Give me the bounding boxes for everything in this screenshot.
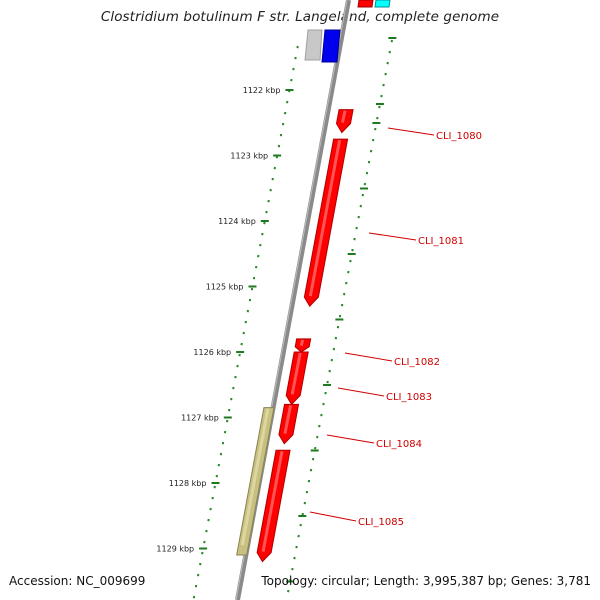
gene-arrow xyxy=(278,403,300,445)
tick-label: 1129 kbp xyxy=(156,545,194,554)
partial-features xyxy=(304,0,391,63)
gene-arrow xyxy=(335,109,354,134)
gene-label: CLI_1085 xyxy=(358,517,404,528)
gene-highlight xyxy=(240,408,270,546)
gene-features xyxy=(236,109,354,563)
ruler-inner-dots xyxy=(287,39,393,593)
gene-label: CLI_1083 xyxy=(386,392,432,403)
partial-gene-red xyxy=(357,0,374,8)
gene-label-leader xyxy=(337,387,385,397)
gene-label: CLI_1080 xyxy=(436,131,482,142)
gene-arrow xyxy=(303,138,349,307)
gene-labels: CLI_1080 CLI_1081 CLI_1082 CLI_1083 CLI_1084… xyxy=(309,127,482,528)
gene-highlight xyxy=(299,339,305,347)
gene-label-leader xyxy=(309,511,357,522)
gene-label-leader xyxy=(368,232,417,241)
partial-gene-cyan xyxy=(374,0,391,8)
gene-highlight xyxy=(261,450,284,552)
gene-highlight xyxy=(290,352,302,395)
tick-label: 1124 kbp xyxy=(218,217,256,226)
ruler-outer-dots xyxy=(192,45,299,599)
tick-label: 1128 kbp xyxy=(169,479,207,488)
genome-summary-text: Topology: circular; Length: 3,995,387 bp… xyxy=(261,574,591,588)
gene-label-leader xyxy=(326,434,375,444)
gene-label: CLI_1081 xyxy=(418,236,464,247)
gene-highlight xyxy=(341,110,347,123)
gene-arrow xyxy=(285,351,309,406)
gene-label-leader xyxy=(387,127,435,136)
gene-label-leader xyxy=(344,352,393,362)
tick-label: 1125 kbp xyxy=(206,283,244,292)
ruler-tick-labels: 1122 kbp 1123 kbp 1124 kbp 1125 kbp 1126 kbp… xyxy=(156,37,397,583)
tick-label: 1127 kbp xyxy=(181,414,219,423)
gene-label: CLI_1084 xyxy=(376,439,422,450)
tick-label: 1122 kbp xyxy=(243,86,281,95)
gene-label: CLI_1082 xyxy=(394,357,440,368)
tick-label: 1126 kbp xyxy=(193,348,231,357)
gene-arrow xyxy=(294,338,312,353)
partial-gene-blue xyxy=(321,29,341,63)
partial-gene-grey xyxy=(304,29,323,61)
gene-highlight xyxy=(308,139,342,297)
gene-highlight xyxy=(283,405,293,434)
accession-text: Accession: NC_009699 xyxy=(9,574,146,588)
tick-label: 1123 kbp xyxy=(230,152,268,161)
map-title: Clostridium botulinum F str. Langeland, … xyxy=(100,9,500,25)
